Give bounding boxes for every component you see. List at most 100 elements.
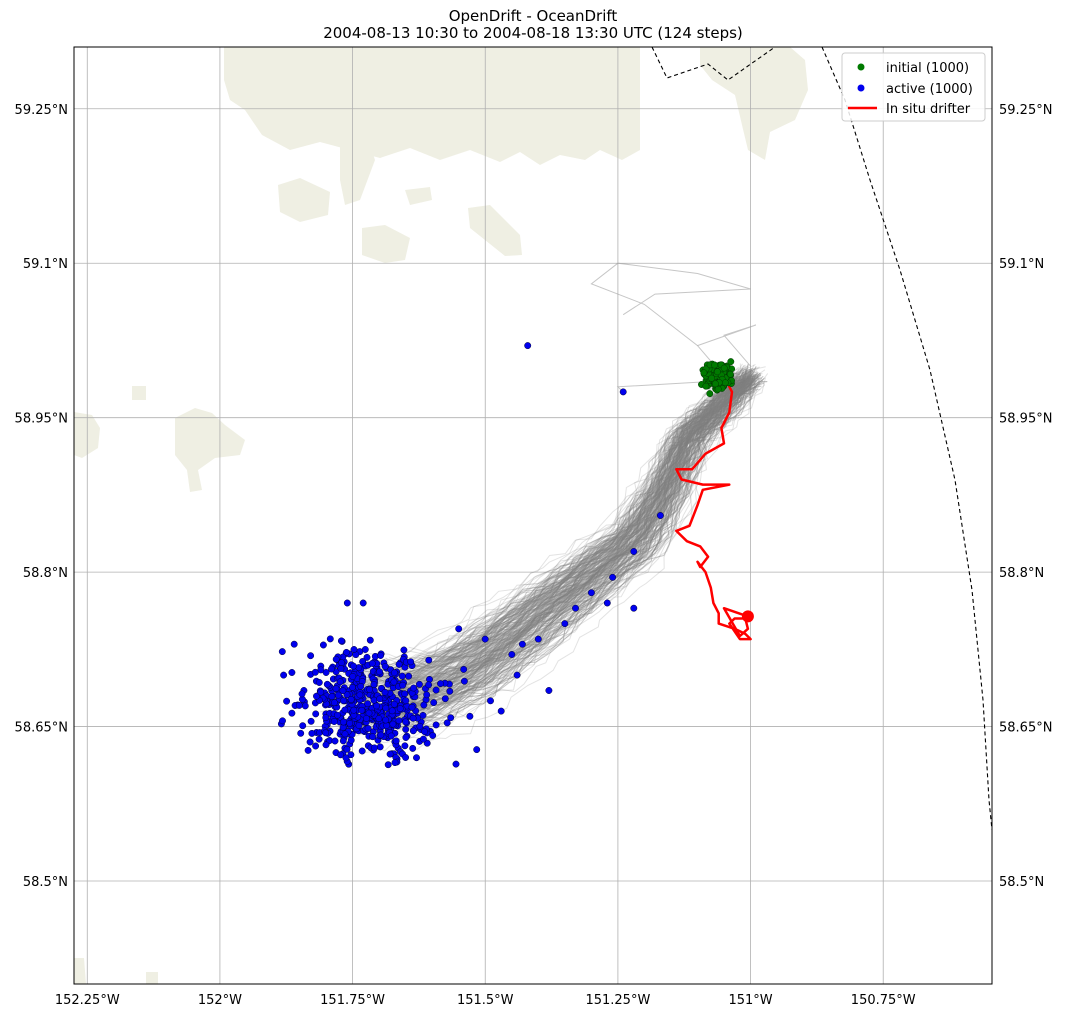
active-point — [382, 716, 390, 724]
particle-trajectory — [404, 373, 758, 713]
active-point — [400, 646, 408, 654]
particle-trajectory — [394, 366, 759, 675]
active-point — [355, 722, 363, 729]
particle-trajectory — [365, 370, 751, 679]
active-point — [366, 686, 374, 693]
particle-trajectory — [384, 378, 760, 696]
particle-trajectory — [343, 363, 742, 667]
active-point — [369, 733, 377, 741]
active-point — [447, 714, 455, 722]
particle-trajectory — [403, 381, 764, 713]
particle-trajectory — [376, 370, 752, 679]
particle-trajectory — [388, 369, 751, 661]
active-point — [473, 746, 481, 754]
active-point — [408, 703, 416, 711]
active-point — [432, 721, 440, 729]
active-point — [336, 678, 344, 686]
active-point — [487, 697, 494, 705]
land-east-peninsula — [700, 47, 808, 160]
particle-trajectory — [388, 366, 757, 672]
particle-trajectory — [377, 379, 758, 730]
active-point — [349, 683, 356, 691]
particle-trajectory — [368, 364, 755, 678]
active-point — [307, 652, 315, 660]
active-point — [381, 688, 389, 696]
particle-trajectory — [399, 370, 763, 679]
active-point — [304, 746, 312, 754]
particle-trajectory — [384, 374, 753, 683]
active-point — [407, 658, 415, 666]
particle-trajectory — [345, 386, 742, 732]
legend-label-initial: initial (1000) — [886, 61, 969, 76]
particle-trajectory — [357, 379, 745, 734]
chart-subtitle: 2004-08-13 10:30 to 2004-08-18 13:30 UTC… — [323, 24, 743, 42]
initial-point — [720, 364, 728, 372]
y-axis-ticks: 58.5°N 58.5°N 58.65°N 58.65°N 58.8°N 58.8°N 58… — [15, 103, 1053, 890]
active-point — [359, 599, 367, 607]
active-points-layer — [277, 342, 664, 769]
active-point — [298, 690, 306, 698]
active-point — [376, 668, 383, 676]
active-point — [283, 697, 291, 705]
land-island-2 — [278, 178, 330, 222]
active-point — [508, 651, 516, 658]
particle-trajectory — [353, 378, 752, 725]
particle-trajectory — [406, 383, 762, 713]
land-island-3 — [362, 225, 410, 263]
active-point — [656, 512, 664, 519]
active-point — [402, 697, 410, 705]
particle-trajectory — [375, 373, 750, 707]
active-point — [364, 725, 372, 732]
land-west-3 — [132, 386, 146, 400]
particle-trajectory — [378, 377, 750, 697]
particle-trajectory — [337, 379, 747, 729]
legend-marker-active — [857, 84, 865, 92]
active-point — [339, 737, 347, 745]
active-point — [358, 706, 366, 714]
particle-trajectory — [364, 378, 749, 699]
active-point — [343, 745, 351, 753]
active-point — [343, 691, 351, 699]
active-point — [409, 744, 417, 752]
particle-trajectory — [366, 374, 751, 719]
particle-trajectory — [358, 374, 746, 710]
particle-trajectory — [350, 371, 753, 696]
particle-trajectory — [342, 377, 746, 725]
particle-trajectory — [361, 377, 753, 697]
active-point — [312, 742, 320, 750]
y-tick-label-right: 58.5°N — [999, 875, 1044, 890]
particle-trajectory — [333, 375, 738, 705]
particle-trajectory — [384, 382, 756, 727]
active-point — [460, 677, 468, 685]
particle-trajectory — [393, 366, 757, 671]
plot-frame — [73, 46, 993, 985]
active-point — [308, 729, 316, 737]
active-point — [330, 718, 338, 725]
particle-trajectory — [359, 373, 754, 704]
chart-title: OpenDrift - OceanDrift — [448, 7, 618, 25]
particle-trajectory — [369, 375, 756, 698]
active-point — [409, 714, 417, 722]
active-point — [390, 669, 398, 677]
active-point — [346, 719, 354, 727]
active-point — [386, 750, 394, 758]
active-point — [350, 646, 358, 653]
particle-trajectory — [383, 373, 761, 691]
active-point — [390, 678, 398, 686]
particle-trajectory — [387, 388, 761, 735]
active-point — [572, 604, 579, 612]
particle-trajectory — [376, 384, 753, 718]
y-tick-label-right: 59.1°N — [999, 257, 1044, 272]
active-point — [373, 702, 380, 710]
particle-trajectory — [352, 369, 745, 690]
particle-trajectory — [374, 373, 757, 700]
particle-trajectory — [378, 382, 751, 729]
active-point — [384, 761, 392, 769]
active-point — [357, 682, 365, 690]
active-point — [347, 751, 355, 759]
active-point — [279, 717, 286, 725]
active-point — [311, 668, 319, 676]
particle-trajectory — [362, 377, 745, 689]
particle-trajectory — [366, 371, 751, 690]
